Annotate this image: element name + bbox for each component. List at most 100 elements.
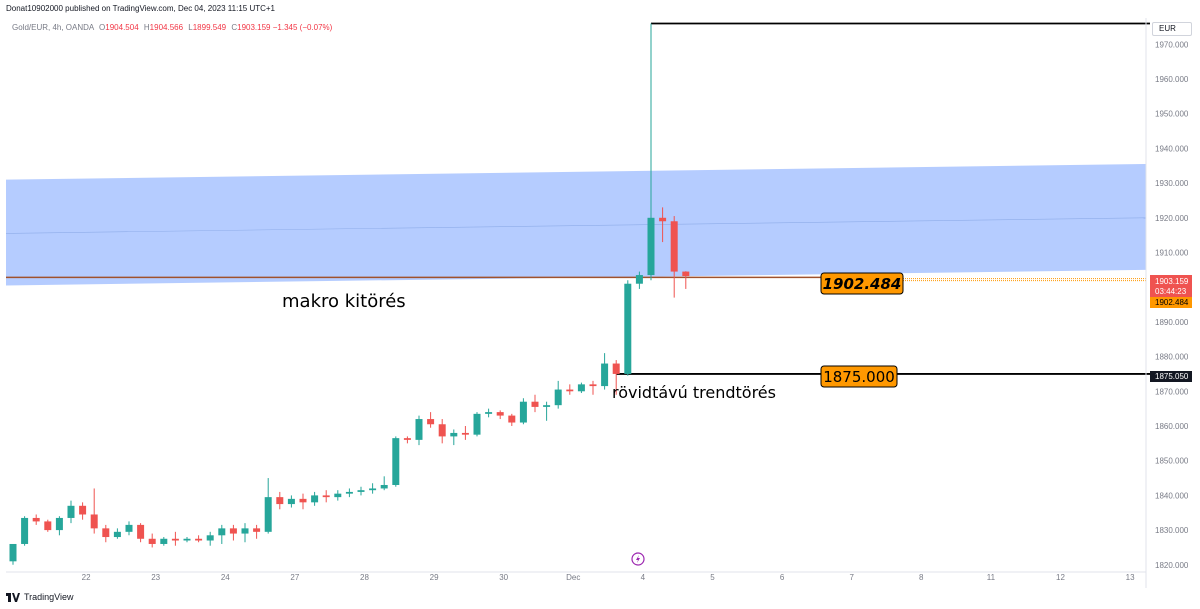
candle-body — [392, 438, 400, 485]
candle-body — [659, 217, 667, 222]
x-tick-label: 13 — [1126, 573, 1135, 582]
y-tick-label: 1880.000 — [1155, 353, 1189, 362]
high-value: 1904.566 — [149, 23, 184, 32]
candle-body — [566, 389, 574, 392]
candle-body — [125, 524, 133, 532]
high-key: H — [143, 23, 150, 32]
candle-body — [253, 528, 261, 532]
y-tick-label: 1820.000 — [1155, 561, 1189, 570]
symbol-name[interactable]: Gold/EUR, 4h, OANDA — [12, 23, 94, 32]
x-tick-label: 24 — [221, 573, 230, 582]
candle-body — [485, 412, 493, 414]
candle-body — [264, 497, 272, 532]
low-value: 1899.549 — [192, 23, 227, 32]
candle-body — [427, 419, 435, 425]
footer-brand: TradingView — [24, 592, 74, 602]
candle-body — [682, 271, 690, 277]
candle-body — [55, 517, 63, 531]
open-key: O — [99, 23, 106, 32]
y-tick-label: 1950.000 — [1155, 110, 1189, 119]
y-tick-label: 1930.000 — [1155, 179, 1189, 188]
candle-body — [635, 275, 643, 284]
candle-body — [113, 531, 121, 538]
candle-body — [276, 497, 284, 505]
candle-body — [577, 384, 585, 392]
candle-body — [241, 528, 249, 534]
y-tick-label: 1920.000 — [1155, 214, 1189, 223]
y-tick-label: 1840.000 — [1155, 491, 1189, 500]
candle-body — [299, 498, 307, 503]
y-tick-label: 1870.000 — [1155, 387, 1189, 396]
symbol-legend: Gold/EUR, 4h, OANDA O1904.504 H1904.566 … — [12, 23, 332, 32]
candle-body — [195, 538, 203, 541]
x-tick-label: 29 — [430, 573, 439, 582]
candle-body — [183, 538, 191, 541]
publisher-line: Donat10902000 published on TradingView.c… — [6, 4, 275, 13]
x-tick-label: 6 — [780, 573, 785, 582]
y-tick-label: 1860.000 — [1155, 422, 1189, 431]
candle-body — [206, 535, 214, 541]
candle-body — [79, 505, 87, 515]
y-tick-label: 1970.000 — [1155, 40, 1189, 49]
candle-body — [450, 432, 458, 437]
tradingview-logo-icon — [6, 592, 20, 602]
candle-body — [90, 514, 98, 529]
zone-midline — [5, 217, 1147, 234]
x-tick-label: 28 — [360, 573, 369, 582]
candle-body — [589, 384, 597, 387]
footer: TradingView — [6, 592, 74, 602]
annotation-macro: makro kitörés — [282, 291, 406, 312]
label-1875-text: 1875.000 — [823, 368, 895, 386]
candle-body — [531, 401, 539, 407]
close-value: 1903.159 — [237, 23, 271, 32]
close-key: C — [231, 23, 238, 32]
candle-body — [554, 389, 562, 406]
x-tick-label: 30 — [499, 573, 508, 582]
change-value: −1.345 (−0.07%) — [272, 23, 333, 32]
candle-body — [357, 490, 365, 492]
label-1902-text: 1902.484 — [823, 275, 902, 293]
level-1875-text: 1875.050 — [1155, 372, 1189, 381]
last-price-tag — [1150, 275, 1192, 297]
x-tick-label: 27 — [290, 573, 299, 582]
currency-button[interactable]: EUR — [1152, 22, 1192, 36]
annotation-short: rövidtávú trendtörés — [612, 383, 776, 402]
x-tick-label: 5 — [710, 573, 715, 582]
x-tick-label: Dec — [566, 573, 580, 582]
candle-body — [624, 283, 632, 374]
candle-body — [311, 495, 319, 503]
candle-body — [415, 419, 423, 440]
x-tick-label: 22 — [82, 573, 91, 582]
level-1902-text: 1902.484 — [1155, 298, 1189, 307]
candle-body — [21, 517, 29, 544]
y-tick-label: 1890.000 — [1155, 318, 1189, 327]
y-tick-label: 1850.000 — [1155, 457, 1189, 466]
candle-body — [137, 524, 145, 539]
y-tick-label: 1940.000 — [1155, 144, 1189, 153]
candle-body — [369, 488, 377, 491]
x-tick-label: 12 — [1056, 573, 1065, 582]
candle-body — [148, 538, 156, 544]
x-tick-label: 11 — [987, 573, 996, 582]
countdown-text: 03:44:23 — [1155, 287, 1187, 296]
level-1875-tag — [1150, 371, 1192, 382]
candle-body — [322, 495, 330, 498]
candle-body — [612, 363, 620, 374]
candle-body — [601, 363, 609, 387]
candle-body — [670, 221, 678, 272]
candle-body — [519, 401, 527, 423]
candle-body — [345, 491, 353, 494]
candle-body — [438, 424, 446, 437]
y-tick-label: 1960.000 — [1155, 75, 1189, 84]
candle-body — [403, 438, 411, 440]
candle-body — [32, 517, 40, 522]
candle-body — [647, 217, 655, 276]
lightning-icon[interactable] — [631, 552, 645, 566]
y-tick-label: 1910.000 — [1155, 248, 1189, 257]
candle-body — [102, 528, 110, 538]
candle-body — [229, 528, 237, 534]
candle-body — [67, 505, 75, 518]
x-tick-label: 23 — [151, 573, 160, 582]
candle-body — [380, 484, 388, 489]
